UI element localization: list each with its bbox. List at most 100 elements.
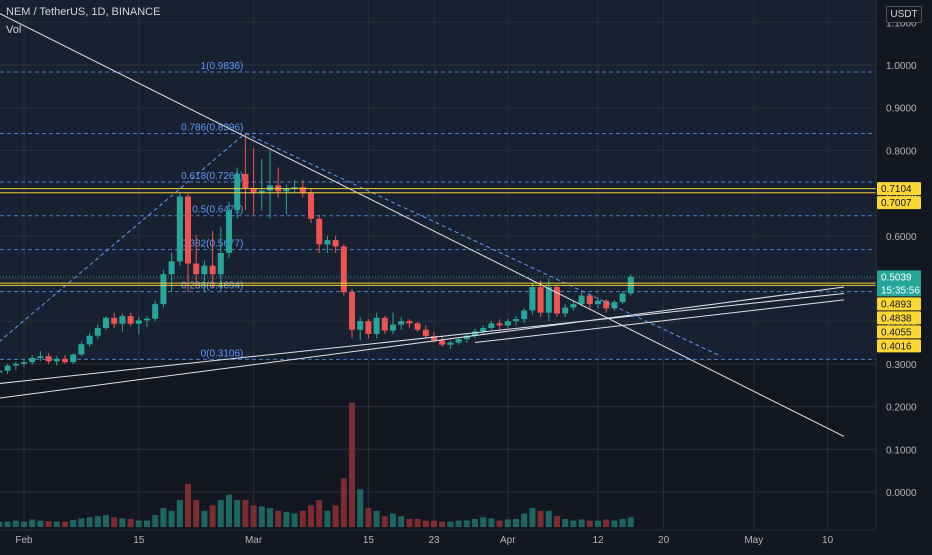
volume-bar	[185, 483, 191, 527]
candle-up	[37, 356, 44, 358]
volume-bar	[258, 506, 265, 527]
trendlines[interactable]	[0, 5, 845, 437]
volume-bar	[357, 489, 364, 527]
volume-bar	[45, 521, 52, 527]
volume-bar	[21, 521, 27, 527]
volume-bar	[472, 518, 478, 527]
candle-up	[168, 261, 175, 275]
volume-bar	[537, 510, 544, 527]
volume-bar	[78, 518, 85, 527]
price-axis[interactable]	[876, 0, 932, 530]
candle-down	[209, 265, 216, 275]
candle-down	[365, 321, 372, 335]
volume-bar	[152, 515, 159, 527]
volume-bar	[316, 500, 323, 527]
candle-up	[291, 187, 298, 189]
price-level-tag	[877, 182, 921, 196]
candle-down	[62, 358, 68, 363]
candle-down	[127, 316, 134, 324]
candle-up	[135, 320, 142, 324]
candle-up	[504, 321, 511, 326]
candle-up	[619, 293, 626, 302]
volume-bar	[299, 510, 306, 527]
volume-bar	[250, 505, 257, 527]
price-tag-text: 0.4055	[881, 327, 912, 338]
volume-bar	[521, 513, 528, 527]
y-tick-label: 1.1000	[886, 18, 917, 29]
candle-down	[308, 193, 314, 219]
candle-up	[357, 321, 364, 330]
volume-bar	[611, 520, 618, 527]
candle-up	[513, 319, 519, 322]
candle-up	[144, 318, 150, 321]
candle-down	[299, 187, 306, 194]
candle-up	[86, 335, 93, 345]
candle-up	[78, 344, 85, 355]
x-tick-label: Feb	[15, 535, 33, 546]
volume-bar	[37, 520, 44, 527]
bar-countdown-text: 15:35:56	[881, 285, 920, 296]
trendline[interactable]	[0, 292, 845, 385]
volume-bar	[217, 500, 224, 527]
volume-bar	[53, 521, 60, 527]
chart-title[interactable]: NEM / TetherUS, 1D, BINANCE	[6, 6, 161, 18]
price-tag-text: 0.4838	[881, 313, 912, 324]
volume-bar	[62, 521, 68, 527]
candle-down	[431, 336, 437, 341]
volume-bar	[103, 515, 109, 527]
candle-down	[349, 292, 355, 330]
candle-up	[94, 328, 101, 336]
candle-down	[422, 329, 429, 337]
horizontal-levels[interactable]	[0, 188, 876, 286]
candle-up	[119, 316, 126, 324]
fib-trend-dashed-line[interactable]	[0, 132, 246, 355]
candle-up	[29, 357, 36, 363]
volume-bar	[480, 517, 487, 527]
trendline[interactable]	[0, 286, 845, 400]
fib-trend-dashed-line[interactable]	[245, 132, 722, 357]
candle-down	[586, 295, 593, 305]
candle-up	[234, 173, 241, 211]
candle-up	[521, 310, 528, 320]
volume-bar	[332, 505, 339, 527]
trendline[interactable]	[474, 299, 845, 344]
volume-bar	[12, 520, 19, 527]
volume-bar	[398, 516, 405, 527]
trendline[interactable]	[0, 5, 845, 437]
volume-bar	[447, 521, 454, 527]
volume-bar	[275, 510, 282, 527]
price-level-tag	[877, 325, 921, 339]
volume-indicator-label[interactable]: Vol	[6, 24, 22, 36]
candle-up	[267, 185, 273, 191]
volume-bar	[226, 494, 232, 527]
candle-up	[103, 317, 109, 329]
volume-bar	[463, 520, 470, 527]
candle-down	[537, 287, 544, 313]
time-axis[interactable]	[0, 530, 932, 550]
price-level-tag	[877, 196, 921, 210]
x-tick-label: 20	[658, 535, 670, 546]
volume-bar	[324, 510, 331, 527]
volume-bar	[455, 520, 462, 527]
volume-bar	[135, 520, 142, 527]
currency-button[interactable]: USDT	[886, 6, 922, 23]
volume-bar	[373, 510, 380, 527]
fib-level-label: 0.786(0.8396)	[181, 122, 243, 133]
volume-bar	[504, 519, 511, 527]
candle-up	[176, 196, 183, 262]
volume-bar	[414, 518, 421, 527]
x-tick-label: 10	[822, 535, 834, 546]
fib-zone	[0, 0, 876, 360]
volume-bar	[4, 521, 11, 527]
volume-bar	[308, 505, 314, 527]
candle-up	[463, 335, 470, 340]
y-tick-label: 0.1000	[886, 445, 917, 456]
volume-bar	[0, 521, 3, 527]
volume-bar	[119, 518, 126, 527]
candle-down	[381, 317, 388, 331]
volume-bar	[545, 510, 552, 527]
candle-up	[472, 331, 478, 336]
volume-bar	[570, 520, 577, 527]
